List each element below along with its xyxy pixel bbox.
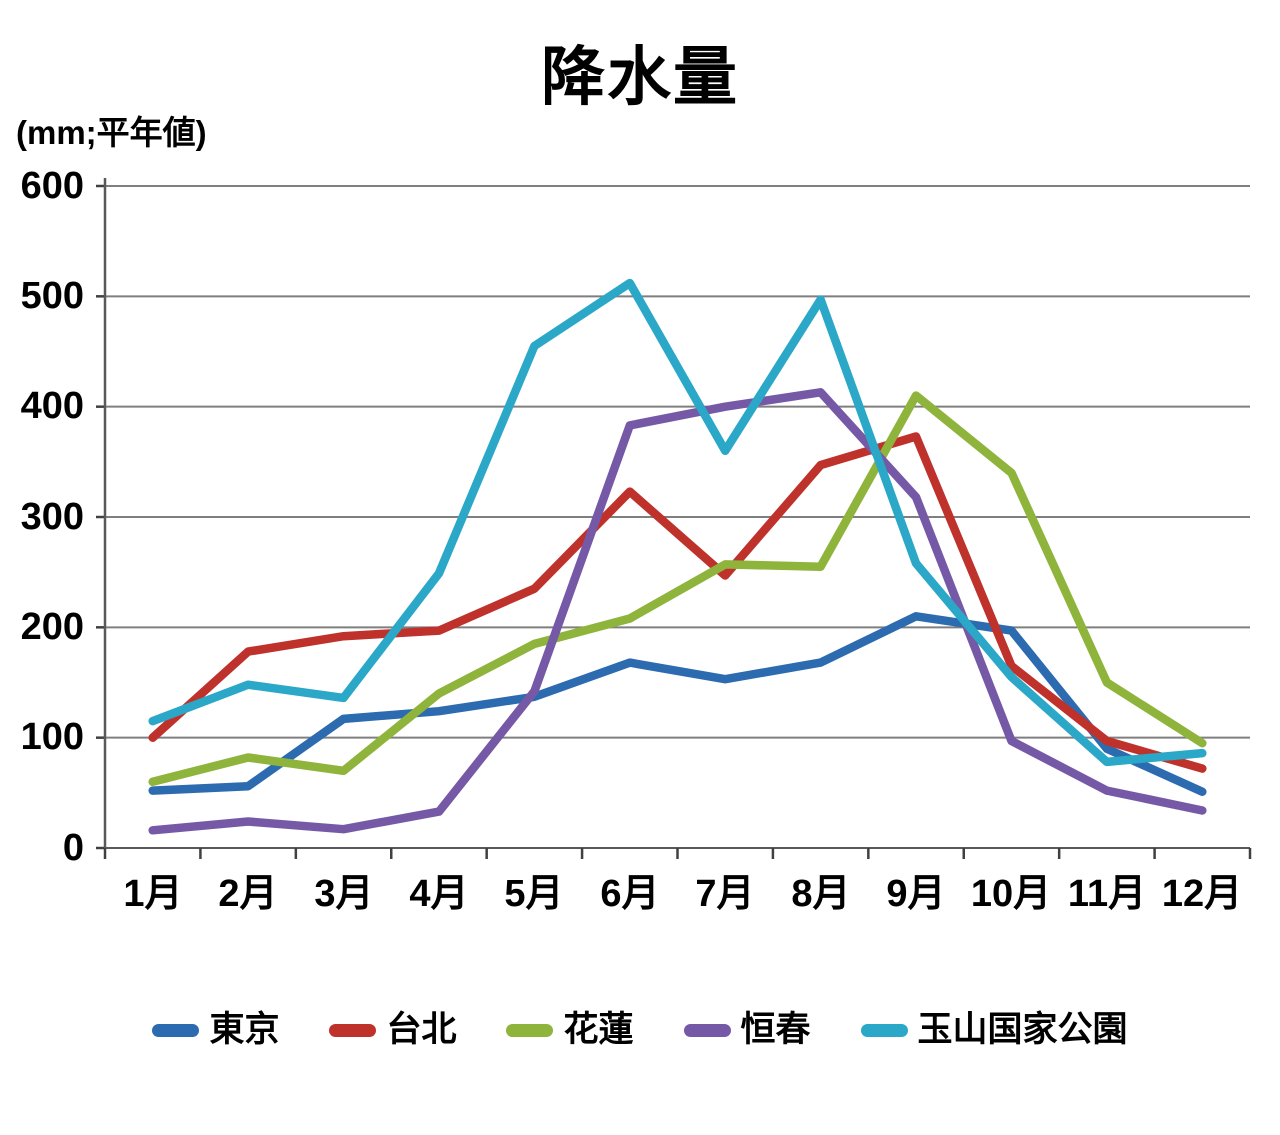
legend: 東京 台北 花蓮 恒春 玉山国家公園 [0,1010,1280,1050]
legend-label-tokyo: 東京 [209,1010,280,1049]
line-chart-plot [96,178,1252,859]
y-tick-label: 400 [20,385,84,427]
series-line-tokyo [148,612,1207,796]
legend-swatch-taipei [329,1023,377,1037]
y-axis-unit-label: (mm;平年値) [16,114,207,151]
x-tick-label: 1月 [123,873,183,915]
legend-item-taipei: 台北 [329,1010,456,1050]
x-tick-label: 7月 [695,873,755,915]
x-tick-label: 6月 [600,873,660,915]
x-tick-label: 12月 [1161,873,1243,915]
legend-swatch-tokyo [152,1023,200,1037]
legend-item-hualien: 花蓮 [506,1010,634,1050]
series-line-hualien [148,391,1207,787]
legend-swatch-hualien [506,1023,554,1037]
x-tick-label: 2月 [218,873,278,915]
legend-item-hengchun: 恒春 [683,1010,811,1050]
y-tick-label: 300 [20,496,84,538]
legend-swatch-yushan [860,1023,908,1037]
x-tick-label: 3月 [314,873,374,915]
y-tick-label: 200 [20,606,84,648]
chart-title: 降水量 [541,41,739,113]
series-line-hengchun [148,388,1207,835]
legend-label-hengchun: 恒春 [740,1010,811,1049]
legend-label-taipei: 台北 [386,1010,457,1049]
x-tick-label: 9月 [886,873,946,915]
y-tick-label: 600 [20,165,84,207]
x-tick-label: 5月 [504,873,564,915]
legend-item-tokyo: 東京 [152,1010,279,1050]
y-tick-label: 0 [62,827,84,869]
legend-label-hualien: 花蓮 [563,1010,634,1049]
x-tick-label: 4月 [409,873,469,915]
legend-label-yushan: 玉山国家公園 [917,1010,1128,1049]
x-tick-label: 8月 [791,873,851,915]
series-line-yushan [148,278,1207,767]
legend-swatch-hengchun [683,1023,731,1037]
y-tick-label: 100 [20,716,84,758]
x-tick-label: 11月 [1067,873,1147,915]
series-line-taipei [148,432,1207,773]
y-tick-label: 500 [20,275,84,317]
legend-item-yushan: 玉山国家公園 [860,1010,1128,1050]
x-tick-label: 10月 [970,873,1052,915]
